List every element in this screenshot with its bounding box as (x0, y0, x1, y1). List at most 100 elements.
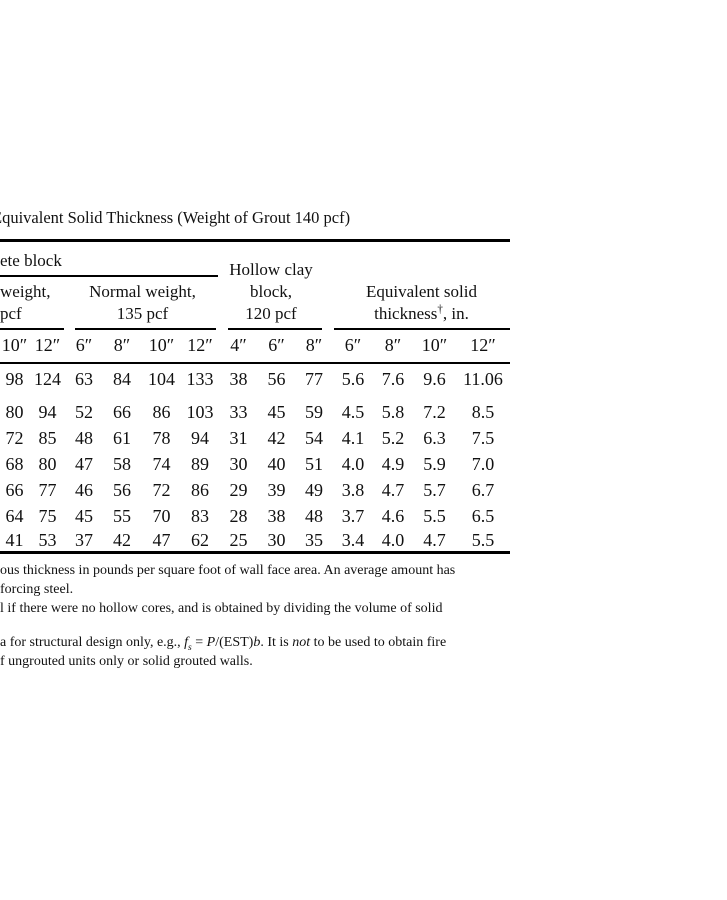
table-cell: 48 (75, 428, 93, 448)
group-header-normal-weight: Normal weight, 135 pcf (66, 281, 219, 325)
table-cell: 74 (152, 454, 171, 474)
footnote-segment: b (253, 635, 261, 650)
footnote-segment: f (184, 635, 189, 650)
table-cell: 54 (305, 428, 323, 448)
column-group-rule-2 (75, 328, 216, 330)
table-cell: 7.2 (423, 402, 446, 422)
table-cell: 4.0 (381, 530, 405, 550)
group-header-line: block, (249, 282, 293, 301)
column-header-cell: 8″ (384, 335, 402, 355)
column-group-rule-4 (334, 328, 510, 330)
table-cell: 33 (229, 402, 248, 422)
footnote-line: a for structural design only, e.g., fs =… (0, 633, 447, 653)
table-cell: 11.06 (463, 369, 503, 389)
table-cell: 104 (148, 369, 175, 389)
table-cell: 64 (5, 506, 24, 526)
footnote-line: forcing steel. (0, 582, 74, 597)
table-cell: 30 (267, 530, 286, 550)
table-cell: 80 (38, 454, 57, 474)
group-header-line: thickness†, in. (374, 303, 469, 323)
table-cell: 86 (152, 402, 171, 422)
table-cell: 5.5 (471, 530, 495, 550)
column-header-cell: 8″ (113, 335, 131, 355)
table-cell: 83 (191, 506, 209, 526)
table-cell: 37 (75, 530, 93, 550)
column-header-cell: 6″ (268, 335, 285, 355)
table-cell: 78 (152, 428, 171, 448)
column-header-cell: 4″ (230, 335, 247, 355)
table-cell: 103 (186, 402, 214, 422)
table-cell: 5.9 (423, 454, 446, 474)
table-cell: 62 (191, 530, 209, 550)
table-cell: 80 (5, 402, 24, 422)
table-cell: 75 (38, 506, 57, 526)
footnote-segment: not (292, 635, 311, 650)
table-cell: 63 (75, 369, 93, 389)
table-row: 68 80 47 58 74 89 30 40 51 4.0 4.9 5.9 7.0 (0, 453, 510, 475)
table-row: 80 94 52 66 86 103 33 45 59 4.5 5.8 7.2 8.5 (0, 401, 510, 423)
group-header-equivalent-solid-thickness: Equivalent solid thickness†, in. (333, 281, 510, 325)
table-cell: 72 (5, 428, 24, 448)
table-cell: 66 (113, 402, 131, 422)
group-header-line: Normal weight, (89, 282, 196, 301)
table-cell: 41 (5, 530, 24, 550)
group-header-hollow-clay-block: Hollow clay block, 120 pcf (219, 259, 323, 325)
table-top-rule (0, 239, 510, 242)
table-cell: 89 (191, 454, 209, 474)
table-cell: 7.5 (471, 428, 495, 448)
table-cell: 38 (229, 369, 248, 389)
table-cell: 42 (267, 428, 286, 448)
table-cell: 35 (305, 530, 323, 550)
spanner-underline-rule (0, 275, 218, 277)
table-cell: 72 (152, 480, 171, 500)
table-cell: 86 (191, 480, 209, 500)
footnote-block-1: ous thickness in pounds per square foot … (0, 561, 455, 618)
group-header-line: weight, (0, 282, 51, 301)
table-row: 98 124 63 84 104 133 38 56 77 5.6 7.6 9.6 11.06 (0, 368, 510, 390)
table-cell: 30 (229, 454, 248, 474)
column-header-cell: 10″ (148, 335, 175, 355)
table-cell: 70 (152, 506, 171, 526)
group-header-left-cut-group: weight, pcf (0, 281, 64, 325)
table-cell: 28 (229, 506, 248, 526)
table-cell: 66 (5, 480, 24, 500)
table-cell: 58 (113, 454, 131, 474)
group-header-line: Equivalent solid (366, 282, 477, 301)
footnote-segment: /(EST) (215, 635, 254, 650)
footnote-segment: s (188, 642, 192, 653)
table-cell: 77 (38, 480, 57, 500)
column-header-cell: 6″ (75, 335, 93, 355)
table-cell: 5.8 (381, 402, 405, 422)
table-bottom-rule (0, 551, 510, 554)
column-header-row: 10″ 12″ 6″ 8″ 10″ 12″ 4″ 6″ 8″ 6″ 8″ 10″ 12″ (0, 334, 510, 356)
footnote-line: l if there were no hollow cores, and is … (0, 601, 443, 616)
table-cell: 7.0 (471, 454, 495, 474)
table-cell: 25 (229, 530, 248, 550)
table-cell: 3.8 (341, 480, 365, 500)
table-title: Equivalent Solid Thickness (Weight of Gr… (0, 208, 351, 227)
table-cell: 84 (113, 369, 131, 389)
group-header-line: 120 pcf (245, 304, 297, 323)
table-cell: 3.7 (341, 506, 365, 526)
table-cell: 5.2 (381, 428, 405, 448)
table-cell: 45 (267, 402, 286, 422)
table-cell: 94 (38, 402, 57, 422)
table-cell: 39 (267, 480, 286, 500)
footnote-segment: to be used to obtain fire (310, 635, 447, 650)
footnote-line: f ungrouted units only or solid grouted … (0, 654, 253, 669)
table-cell: 45 (75, 506, 93, 526)
table-cell: 51 (305, 454, 323, 474)
table-cell: 7.6 (381, 369, 405, 389)
table-row: 66 77 46 56 72 86 29 39 49 3.8 4.7 5.7 6.7 (0, 479, 510, 501)
table-cell: 55 (113, 506, 131, 526)
table-cell: 59 (305, 402, 323, 422)
table-cell: 8.5 (471, 402, 495, 422)
table-cell: 4.7 (423, 530, 446, 550)
table-cell: 6.3 (423, 428, 446, 448)
table-cell: 98 (5, 369, 24, 389)
column-header-cell: 12″ (470, 335, 496, 355)
table-cell: 56 (267, 369, 286, 389)
table-cell: 61 (113, 428, 131, 448)
table-cell: 40 (267, 454, 286, 474)
